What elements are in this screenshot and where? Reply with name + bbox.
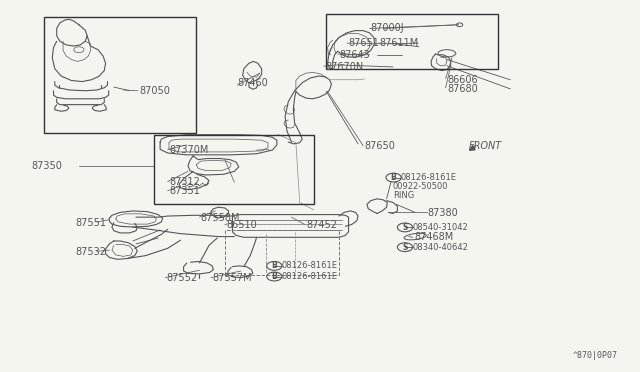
Text: 86510: 86510 <box>226 220 257 230</box>
Text: 87351: 87351 <box>169 186 200 196</box>
Text: 08126-8161E: 08126-8161E <box>401 173 456 182</box>
Text: S: S <box>403 243 408 252</box>
Text: 08126-8161E: 08126-8161E <box>282 272 338 281</box>
Text: 87532: 87532 <box>76 247 107 257</box>
Text: 87452: 87452 <box>306 220 337 230</box>
Text: 87312: 87312 <box>169 177 200 187</box>
Text: 86606: 86606 <box>447 75 477 85</box>
Text: B: B <box>271 272 277 281</box>
Text: 87557M: 87557M <box>212 273 252 283</box>
Text: 87558M: 87558M <box>201 213 240 223</box>
Text: 08540-31042: 08540-31042 <box>413 223 468 232</box>
Bar <box>44 17 196 133</box>
Text: 87552: 87552 <box>166 273 198 283</box>
Text: 00922-50500: 00922-50500 <box>393 182 449 191</box>
Text: 87611M: 87611M <box>380 38 419 48</box>
Text: 08126-8161E: 08126-8161E <box>282 262 338 270</box>
Text: 87380: 87380 <box>428 208 459 218</box>
Text: 87551: 87551 <box>76 218 107 228</box>
Text: 87651: 87651 <box>349 38 380 48</box>
Text: 08340-40642: 08340-40642 <box>413 243 468 252</box>
Text: 87650: 87650 <box>364 141 396 151</box>
Bar <box>154 135 314 204</box>
Text: 87370M: 87370M <box>169 145 209 155</box>
Text: 87350: 87350 <box>31 161 62 171</box>
Text: 87460: 87460 <box>237 78 268 88</box>
Text: S: S <box>403 223 408 232</box>
Bar <box>225 230 339 275</box>
Text: 87680: 87680 <box>447 84 477 94</box>
Text: 87050: 87050 <box>139 86 170 96</box>
Text: 87468M: 87468M <box>414 232 453 242</box>
Bar <box>326 14 498 69</box>
Text: ^870|0P07: ^870|0P07 <box>573 351 618 360</box>
Text: B: B <box>271 262 277 270</box>
Text: RING: RING <box>393 191 414 200</box>
Text: 87000J: 87000J <box>371 23 404 33</box>
Text: FRONT: FRONT <box>469 141 502 151</box>
Text: 87670N: 87670N <box>325 62 364 72</box>
Text: 87643: 87643 <box>339 50 370 60</box>
Text: B: B <box>391 173 396 182</box>
